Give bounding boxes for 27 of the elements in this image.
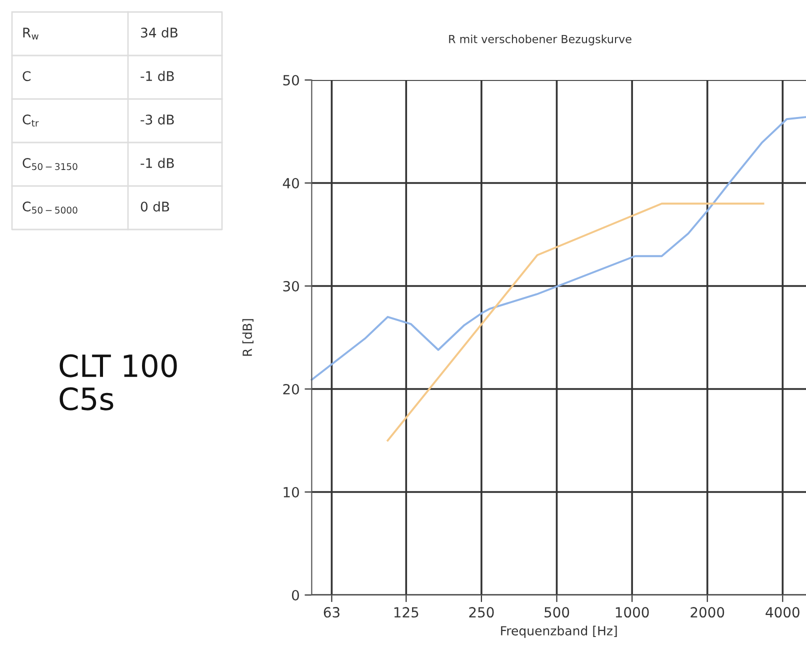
text: -3 dB bbox=[140, 114, 174, 125]
x-tick-label: 125 bbox=[394, 607, 418, 618]
text: 0 dB bbox=[140, 201, 170, 212]
text: C$_{50−5000}$ bbox=[22, 201, 78, 214]
x-tick-label: 63 bbox=[324, 607, 340, 618]
text: CLT 100 C5s bbox=[60, 354, 177, 410]
y-axis-title: R [dB] bbox=[242, 319, 254, 356]
x-tick-label: 2000 bbox=[690, 607, 724, 618]
x-tick-label: 500 bbox=[544, 607, 570, 618]
x-tick-label: 1000 bbox=[616, 607, 649, 618]
text: -1 dB bbox=[140, 70, 174, 82]
text: C bbox=[22, 71, 30, 82]
chart-title: R mit verschobener Bezugskurve bbox=[449, 34, 632, 46]
x-axis-title: Frequenzband [Hz] bbox=[501, 626, 617, 638]
text: 34 dB bbox=[141, 27, 178, 38]
text: C$_{tr}$ bbox=[22, 114, 39, 126]
x-tick-label: 4000 bbox=[766, 607, 800, 618]
x-tick-label: 250 bbox=[469, 607, 494, 618]
y-tick-label: 0 bbox=[292, 590, 299, 600]
y-tick-label: 50 bbox=[283, 74, 299, 86]
y-tick-label: 20 bbox=[283, 384, 299, 394]
text: R$_{w}$ bbox=[23, 28, 38, 40]
y-tick-label: 30 bbox=[283, 280, 299, 292]
text: C$_{50−3150}$ bbox=[22, 158, 78, 170]
text: -1 dB bbox=[140, 158, 174, 168]
y-tick-label: 10 bbox=[284, 486, 299, 498]
y-tick-label: 40 bbox=[282, 178, 299, 188]
